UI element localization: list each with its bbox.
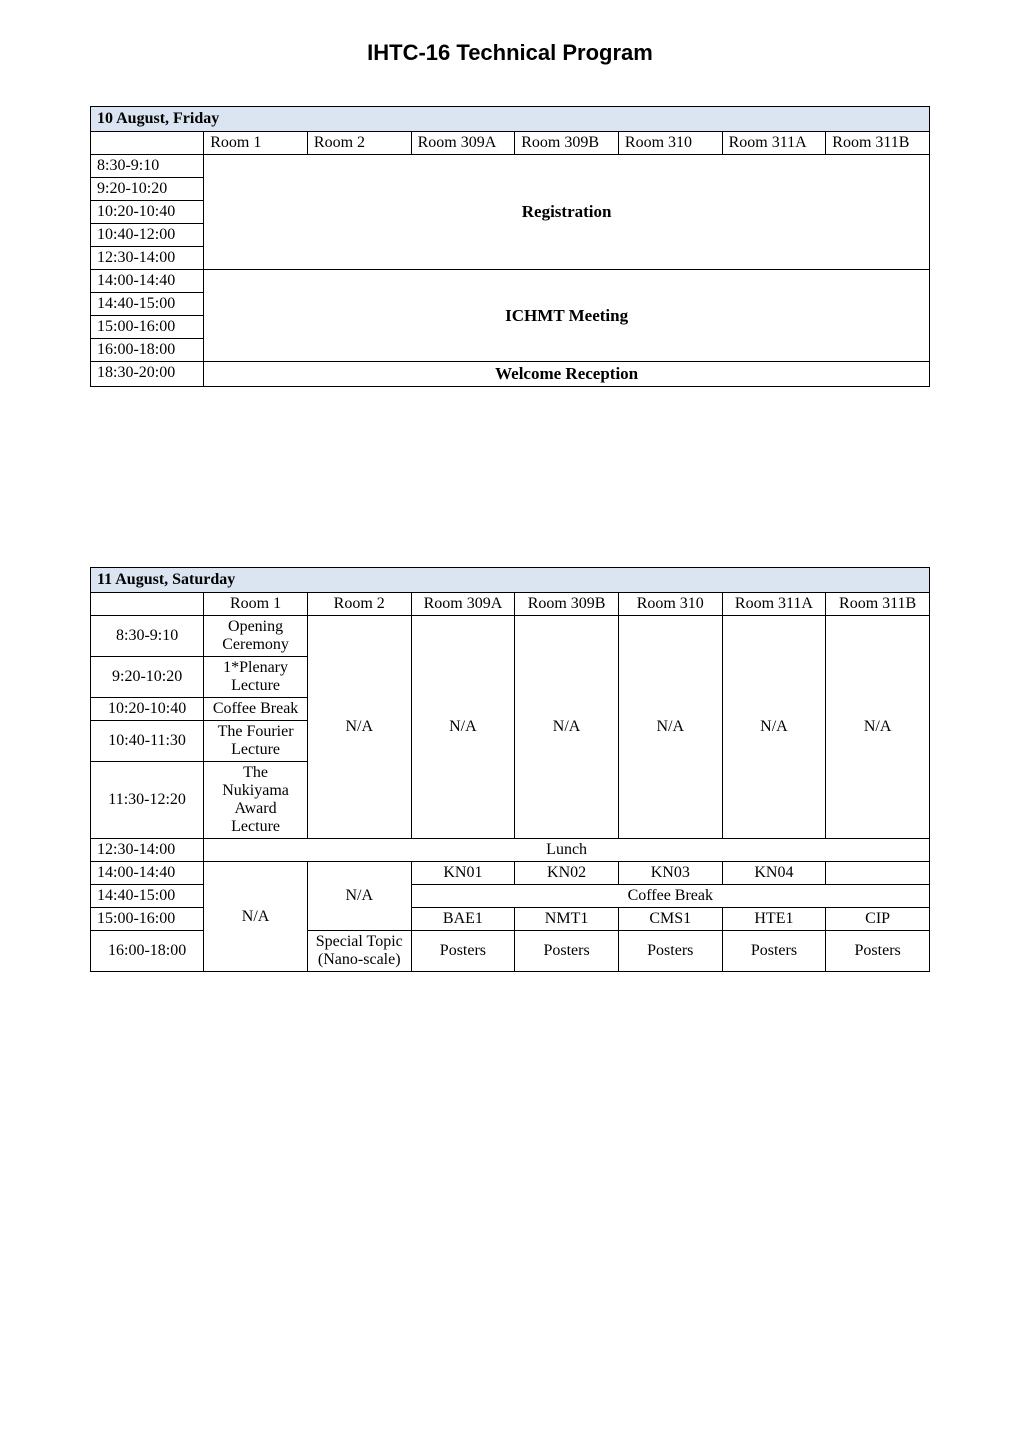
table1-time: 14:40-15:00 [91, 293, 204, 316]
table2-room1-cell: 1*Plenary Lecture [204, 657, 308, 698]
table2-col-room309a: Room 309A [411, 593, 515, 616]
schedule-table-1: 10 August, Friday Room 1 Room 2 Room 309… [90, 106, 930, 387]
table2-col-room309b: Room 309B [515, 593, 619, 616]
table2-posters: Posters [411, 931, 515, 972]
page-title: IHTC-16 Technical Program [90, 40, 930, 66]
table2-time: 11:30-12:20 [91, 762, 204, 839]
table2-nmt1: NMT1 [515, 908, 619, 931]
table2-col-room310: Room 310 [618, 593, 722, 616]
table2-kn02: KN02 [515, 862, 619, 885]
table2-blank-header [91, 593, 204, 616]
table2-col-room1: Room 1 [204, 593, 308, 616]
table1-time: 10:20-10:40 [91, 201, 204, 224]
table2-time: 9:20-10:20 [91, 657, 204, 698]
table2-time: 14:40-15:00 [91, 885, 204, 908]
table1-time: 18:30-20:00 [91, 362, 204, 387]
table2-special-topic: Special Topic (Nano-scale) [307, 931, 411, 972]
table1-time: 8:30-9:10 [91, 155, 204, 178]
table2-lunch: Lunch [204, 839, 930, 862]
table1-col-room311a: Room 311A [722, 132, 826, 155]
table2-time: 12:30-14:00 [91, 839, 204, 862]
table2-time: 14:00-14:40 [91, 862, 204, 885]
table2-date-header: 11 August, Saturday [91, 568, 930, 593]
table1-col-room309a: Room 309A [411, 132, 515, 155]
table1-blank-header [91, 132, 204, 155]
table1-col-room310: Room 310 [618, 132, 722, 155]
table2-room2-na: N/A [307, 862, 411, 931]
table2-na: N/A [722, 616, 826, 839]
table2-hte1: HTE1 [722, 908, 826, 931]
table2-time: 8:30-9:10 [91, 616, 204, 657]
table2-kn-blank [826, 862, 930, 885]
table1-registration: Registration [204, 155, 930, 270]
table2-col-room2: Room 2 [307, 593, 411, 616]
table2-na: N/A [618, 616, 722, 839]
table2-posters: Posters [618, 931, 722, 972]
table2-posters: Posters [722, 931, 826, 972]
table1-ichmt-meeting: ICHMT Meeting [204, 270, 930, 362]
table2-na: N/A [307, 616, 411, 839]
table2-time: 10:20-10:40 [91, 698, 204, 721]
table2-na: N/A [826, 616, 930, 839]
table1-col-room311b: Room 311B [826, 132, 930, 155]
table2-time: 16:00-18:00 [91, 931, 204, 972]
table1-time: 12:30-14:00 [91, 247, 204, 270]
table2-kn03: KN03 [618, 862, 722, 885]
table2-col-room311b: Room 311B [826, 593, 930, 616]
table2-col-room311a: Room 311A [722, 593, 826, 616]
table1-date-header: 10 August, Friday [91, 107, 930, 132]
table1-col-room2: Room 2 [307, 132, 411, 155]
table2-bae1: BAE1 [411, 908, 515, 931]
schedule-table-2: 11 August, Saturday Room 1 Room 2 Room 3… [90, 567, 930, 972]
table2-room1-cell: The Fourier Lecture [204, 721, 308, 762]
table2-time: 10:40-11:30 [91, 721, 204, 762]
table1-time: 16:00-18:00 [91, 339, 204, 362]
table2-posters: Posters [515, 931, 619, 972]
table2-room1-cell: Opening Ceremony [204, 616, 308, 657]
table1-time: 9:20-10:20 [91, 178, 204, 201]
table2-cms1: CMS1 [618, 908, 722, 931]
table2-room1-cell: Coffee Break [204, 698, 308, 721]
table2-posters: Posters [826, 931, 930, 972]
table2-time: 15:00-16:00 [91, 908, 204, 931]
table2-header-row: Room 1 Room 2 Room 309A Room 309B Room 3… [91, 593, 930, 616]
table1-col-room1: Room 1 [204, 132, 308, 155]
table2-na: N/A [515, 616, 619, 839]
table2-kn04: KN04 [722, 862, 826, 885]
spacer [90, 387, 930, 567]
table2-kn01: KN01 [411, 862, 515, 885]
table2-coffee-break: Coffee Break [411, 885, 929, 908]
table1-welcome-reception: Welcome Reception [204, 362, 930, 387]
table1-time: 14:00-14:40 [91, 270, 204, 293]
table1-header-row: Room 1 Room 2 Room 309A Room 309B Room 3… [91, 132, 930, 155]
table1-col-room309b: Room 309B [515, 132, 619, 155]
table1-time: 10:40-12:00 [91, 224, 204, 247]
table1-time: 15:00-16:00 [91, 316, 204, 339]
table2-cip: CIP [826, 908, 930, 931]
table2-room1-cell: The Nukiyama Award Lecture [204, 762, 308, 839]
table2-room1-na: N/A [204, 862, 308, 972]
table2-na: N/A [411, 616, 515, 839]
